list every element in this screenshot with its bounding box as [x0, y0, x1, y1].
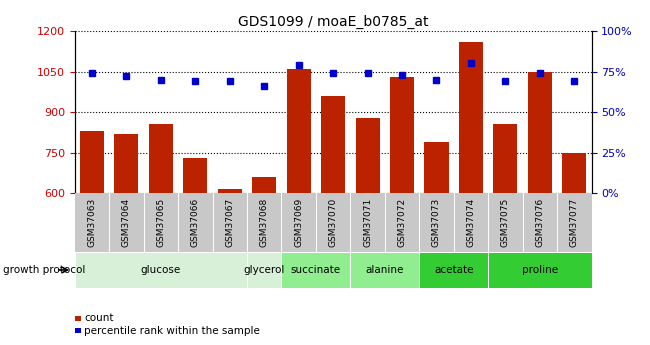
Bar	[459, 42, 483, 193]
Bar	[247, 252, 281, 288]
Text: GSM37069: GSM37069	[294, 198, 303, 247]
Bar	[419, 252, 488, 288]
Text: GSM37066: GSM37066	[191, 198, 200, 247]
Bar	[350, 252, 419, 288]
Text: succinate: succinate	[291, 265, 341, 275]
Text: count: count	[84, 314, 114, 323]
Bar	[528, 71, 552, 193]
Text: GSM37070: GSM37070	[329, 198, 337, 247]
Text: GSM37068: GSM37068	[260, 198, 268, 247]
Text: glucose: glucose	[141, 265, 181, 275]
Bar	[114, 134, 138, 193]
Bar	[356, 118, 380, 193]
Text: GSM37063: GSM37063	[88, 198, 96, 247]
Bar	[80, 131, 104, 193]
Text: GSM37067: GSM37067	[226, 198, 234, 247]
Text: GSM37072: GSM37072	[398, 198, 406, 247]
Text: GSM37076: GSM37076	[536, 198, 544, 247]
Bar	[488, 252, 592, 288]
Text: GSM37064: GSM37064	[122, 198, 131, 247]
Text: GSM37075: GSM37075	[501, 198, 510, 247]
Bar	[493, 124, 517, 193]
Bar	[562, 152, 586, 193]
Text: growth protocol: growth protocol	[3, 265, 86, 275]
Text: GSM37073: GSM37073	[432, 198, 441, 247]
Bar	[183, 158, 207, 193]
Text: acetate: acetate	[434, 265, 473, 275]
Bar	[424, 142, 448, 193]
Title: GDS1099 / moaE_b0785_at: GDS1099 / moaE_b0785_at	[238, 14, 428, 29]
Bar	[281, 252, 350, 288]
Text: alanine: alanine	[365, 265, 404, 275]
Text: GSM37071: GSM37071	[363, 198, 372, 247]
Text: glycerol: glycerol	[244, 265, 285, 275]
Bar	[75, 252, 247, 288]
Bar	[287, 69, 311, 193]
Bar	[149, 124, 173, 193]
Bar	[218, 189, 242, 193]
Bar	[390, 77, 414, 193]
Text: GSM37065: GSM37065	[157, 198, 165, 247]
Text: proline: proline	[522, 265, 558, 275]
Bar	[252, 177, 276, 193]
Bar	[321, 96, 345, 193]
Text: GSM37077: GSM37077	[570, 198, 578, 247]
Text: GSM37074: GSM37074	[467, 198, 475, 247]
Text: percentile rank within the sample: percentile rank within the sample	[84, 326, 260, 335]
